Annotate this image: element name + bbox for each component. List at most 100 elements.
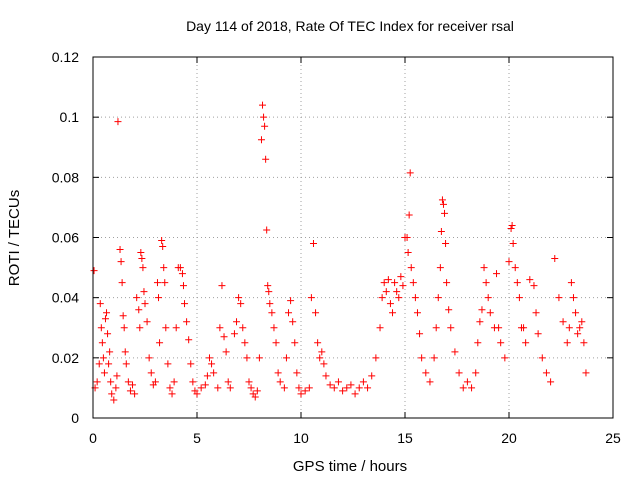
data-point — [266, 300, 274, 308]
data-point — [397, 273, 405, 281]
data-point — [482, 279, 490, 287]
data-point — [422, 369, 430, 377]
data-point — [124, 378, 132, 386]
data-point — [330, 384, 338, 392]
data-point — [530, 282, 538, 290]
data-point — [515, 294, 523, 302]
data-point — [253, 387, 261, 395]
data-point — [220, 333, 228, 341]
data-point — [96, 300, 104, 308]
data-point — [538, 354, 546, 362]
data-point — [121, 348, 129, 356]
data-point — [442, 240, 450, 248]
data-point — [233, 318, 241, 326]
data-point — [368, 372, 376, 380]
data-point — [404, 249, 412, 257]
data-point — [576, 324, 584, 332]
data-point — [287, 297, 295, 305]
data-point — [90, 267, 98, 275]
data-point — [222, 348, 230, 356]
data-point — [153, 279, 161, 287]
data-point — [257, 136, 265, 144]
data-point — [434, 294, 442, 302]
data-point — [436, 264, 444, 272]
data-point — [208, 360, 216, 368]
data-point — [478, 306, 486, 314]
data-point — [493, 270, 501, 278]
data-point — [237, 300, 245, 308]
data-point — [164, 360, 172, 368]
x-tick-label: 15 — [397, 430, 413, 446]
data-point — [322, 372, 330, 380]
data-point — [93, 378, 101, 386]
data-point — [309, 240, 317, 248]
data-point — [505, 258, 513, 266]
data-point — [403, 234, 411, 241]
data-point — [239, 324, 247, 332]
data-point — [98, 339, 106, 347]
data-point — [339, 387, 347, 395]
data-point — [162, 324, 170, 332]
data-point — [138, 255, 146, 263]
data-points — [90, 101, 590, 404]
data-point — [507, 224, 515, 232]
data-point — [405, 211, 413, 219]
data-point — [497, 339, 505, 347]
data-point — [230, 330, 238, 338]
data-point — [95, 360, 103, 368]
data-point — [147, 369, 155, 377]
data-point — [406, 169, 414, 177]
data-point — [572, 309, 580, 317]
data-point — [305, 384, 313, 392]
data-point — [276, 378, 284, 386]
data-point — [161, 279, 169, 287]
data-point — [126, 387, 134, 395]
data-point — [578, 318, 586, 326]
data-point — [501, 354, 509, 362]
data-point — [158, 237, 166, 245]
data-point — [359, 378, 367, 386]
data-point — [474, 339, 482, 347]
x-tick-label: 0 — [89, 430, 97, 446]
data-point — [463, 378, 471, 386]
y-tick-label: 0.08 — [52, 169, 79, 185]
data-point — [224, 378, 232, 386]
data-point — [280, 384, 288, 392]
data-point — [108, 390, 116, 398]
data-point — [107, 378, 115, 386]
data-point — [262, 155, 270, 163]
data-point — [289, 318, 297, 326]
data-point — [574, 330, 582, 338]
data-point — [426, 378, 434, 386]
data-point — [210, 369, 218, 377]
data-point — [297, 390, 305, 398]
data-point — [270, 324, 278, 332]
data-point — [430, 354, 438, 362]
data-point — [293, 369, 301, 377]
data-point — [143, 318, 151, 326]
data-point — [251, 393, 259, 401]
data-point — [547, 378, 555, 386]
data-point — [559, 318, 567, 326]
data-point — [334, 378, 342, 386]
data-point — [261, 122, 269, 130]
data-point — [274, 369, 282, 377]
y-axis-label: ROTI / TECUs — [6, 190, 23, 286]
data-point — [409, 279, 417, 287]
data-point — [316, 354, 324, 362]
data-point — [380, 279, 388, 287]
data-point — [443, 279, 451, 287]
data-point — [411, 294, 419, 302]
data-point — [214, 384, 222, 392]
data-point — [106, 348, 114, 356]
data-point — [451, 348, 459, 356]
data-point — [532, 309, 540, 317]
data-point — [112, 384, 120, 392]
data-point — [117, 258, 125, 266]
data-point — [439, 200, 447, 208]
data-point — [99, 354, 107, 362]
data-point — [364, 384, 372, 392]
data-point — [526, 276, 534, 284]
data-point — [555, 294, 563, 302]
data-point — [104, 330, 112, 338]
